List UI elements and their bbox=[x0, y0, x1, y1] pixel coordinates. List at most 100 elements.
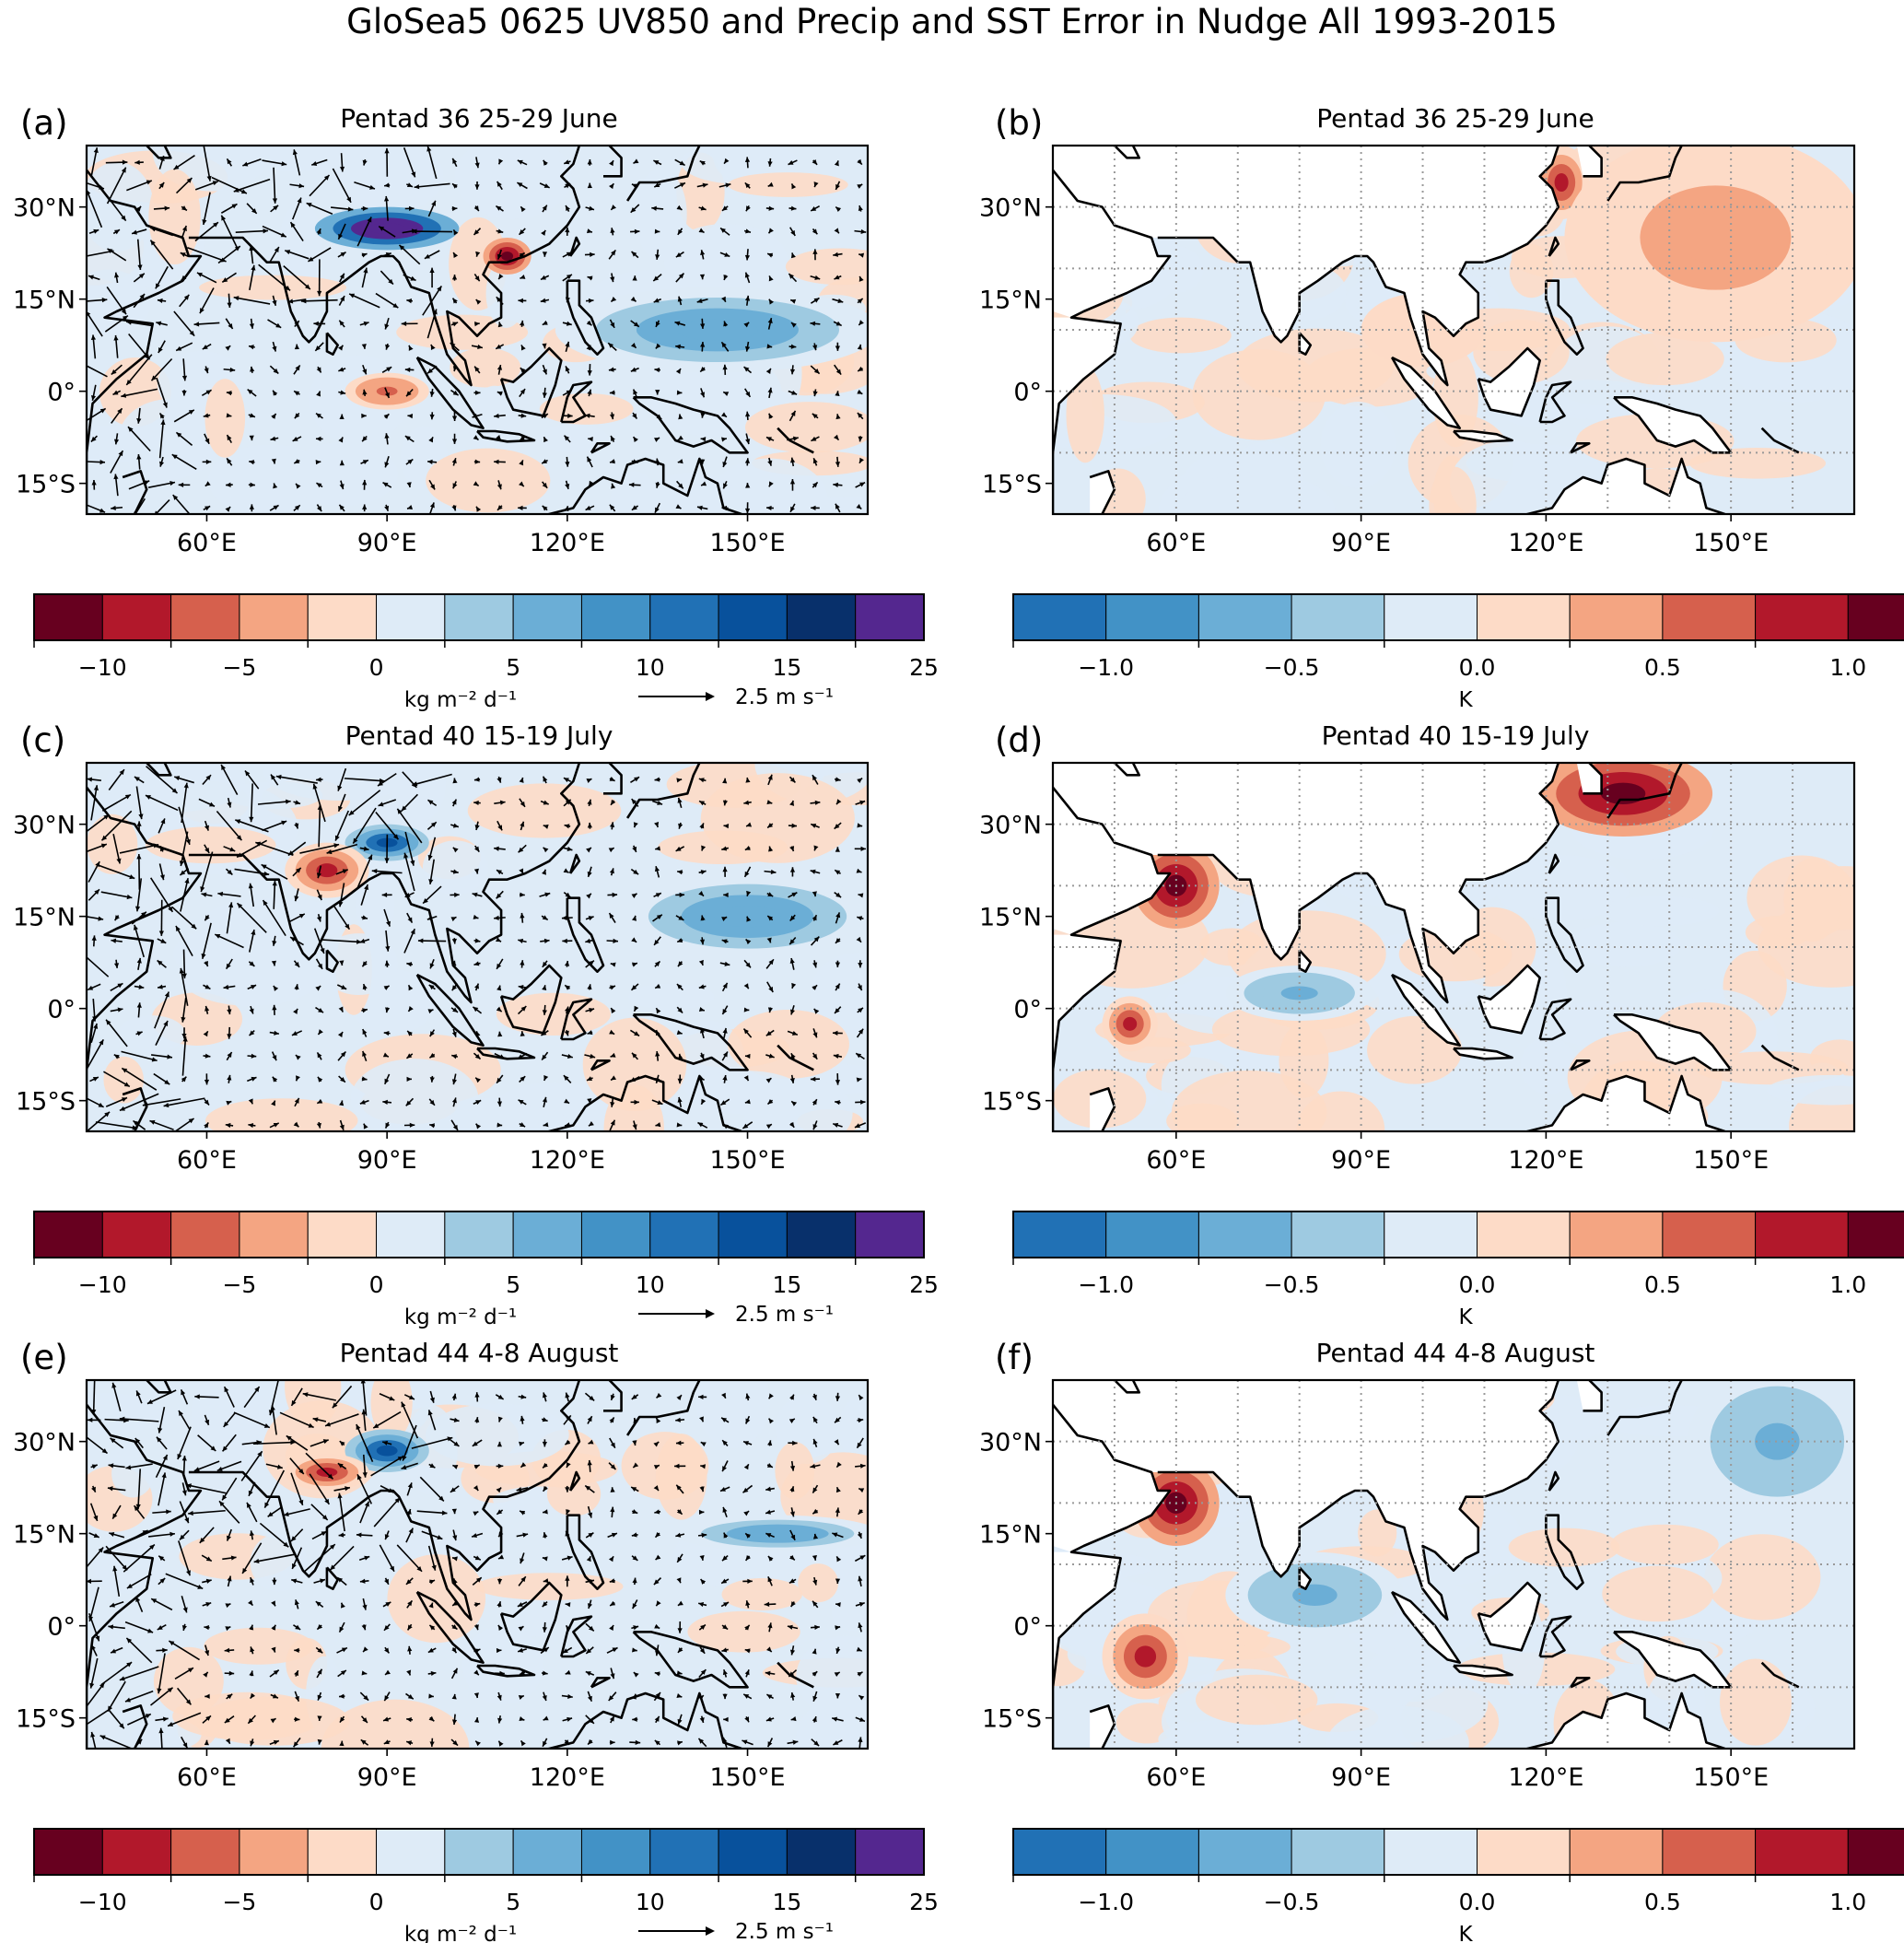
wind-arrowhead bbox=[655, 1650, 660, 1656]
wind-arrowhead bbox=[542, 1054, 547, 1060]
wind-arrowhead bbox=[180, 252, 186, 258]
wind-arrowhead bbox=[317, 1694, 322, 1701]
wind-arrowhead bbox=[388, 1488, 394, 1493]
wind-arrowhead bbox=[159, 874, 165, 881]
wind-arrowhead bbox=[141, 911, 146, 918]
wind-arrowhead bbox=[860, 846, 866, 851]
wind-arrowhead bbox=[111, 1648, 117, 1654]
wind-arrowhead bbox=[565, 341, 570, 347]
wind-arrowhead bbox=[542, 869, 546, 875]
wind-arrowhead bbox=[407, 1030, 413, 1036]
colorbar-bin bbox=[1477, 1828, 1571, 1876]
wind-arrowhead bbox=[110, 1602, 116, 1608]
wind-arrowhead bbox=[249, 413, 255, 418]
wind-arrowhead bbox=[227, 158, 232, 165]
colorbar-bin bbox=[1662, 1828, 1757, 1876]
contour-blob bbox=[287, 441, 398, 507]
wind-vectors bbox=[87, 1380, 866, 1749]
wind-arrowhead bbox=[812, 1099, 817, 1106]
wind-arrowhead bbox=[768, 275, 774, 282]
wind-arrowhead bbox=[609, 1029, 615, 1035]
contour-blob bbox=[87, 813, 138, 874]
wind-arrowhead bbox=[835, 503, 840, 509]
wind-arrowhead bbox=[215, 934, 221, 939]
colorbar-bin bbox=[718, 1828, 788, 1876]
colorbar-bin bbox=[33, 1211, 103, 1258]
contour-blob bbox=[1599, 895, 1720, 927]
wind-arrowhead bbox=[384, 433, 390, 439]
wind-arrowhead bbox=[542, 1392, 547, 1399]
quiver-key-label: 2.5 m s⁻¹ bbox=[735, 685, 834, 709]
wind-arrowhead bbox=[204, 915, 210, 921]
wind-arrowhead bbox=[200, 886, 205, 893]
wind-arrowhead bbox=[630, 343, 637, 348]
wind-arrow bbox=[403, 852, 415, 892]
wind-arrowhead bbox=[164, 991, 169, 998]
wind-arrowhead bbox=[743, 1693, 750, 1699]
wind-arrowhead bbox=[452, 158, 458, 164]
coastline bbox=[1545, 896, 1584, 973]
wind-arrowhead bbox=[767, 1576, 773, 1583]
wind-arrowhead bbox=[99, 408, 106, 414]
x-tick-label: 150°E bbox=[1693, 1763, 1769, 1792]
wind-arrowhead bbox=[267, 1512, 274, 1517]
wind-arrowhead bbox=[857, 412, 863, 418]
wind-arrowhead bbox=[273, 1739, 279, 1745]
wind-arrowhead bbox=[125, 1465, 132, 1470]
coastline bbox=[1453, 1664, 1513, 1678]
contour-blob bbox=[1177, 472, 1336, 514]
wind-arrow bbox=[99, 1735, 134, 1749]
coastline bbox=[545, 1691, 742, 1749]
land-mask bbox=[1454, 1048, 1513, 1059]
wind-arrowhead bbox=[399, 244, 405, 251]
wind-arrowhead bbox=[184, 1517, 190, 1524]
wind-arrowhead bbox=[294, 391, 300, 396]
wind-arrowhead bbox=[678, 1053, 683, 1059]
colorbar-tick-label: 5 bbox=[506, 1889, 520, 1915]
colorbar-tick-label: −1.0 bbox=[1078, 1271, 1134, 1298]
wind-arrowhead bbox=[496, 1694, 502, 1701]
wind-arrowhead bbox=[742, 1487, 749, 1493]
wind-arrowhead bbox=[813, 936, 820, 942]
wind-arrowhead bbox=[474, 1602, 481, 1608]
wind-arrowhead bbox=[813, 181, 819, 188]
wind-arrowhead bbox=[567, 1462, 571, 1469]
wind-arrowhead bbox=[789, 1009, 795, 1015]
wind-arrowhead bbox=[856, 1077, 862, 1083]
wind-arrowhead bbox=[119, 1676, 125, 1681]
wind-arrowhead bbox=[566, 1509, 571, 1516]
wind-arrowhead bbox=[362, 984, 368, 989]
wind-arrowhead bbox=[249, 460, 255, 465]
wind-arrowhead bbox=[451, 985, 458, 991]
wind-arrowhead bbox=[392, 302, 399, 309]
wind-arrowhead bbox=[543, 1509, 548, 1515]
wind-arrowhead bbox=[406, 962, 413, 967]
wind-arrowhead bbox=[129, 874, 135, 880]
contour-blob bbox=[319, 933, 398, 996]
coastline bbox=[632, 396, 749, 454]
wind-arrowhead bbox=[588, 298, 594, 304]
wind-arrowhead bbox=[542, 505, 548, 511]
wind-arrowhead bbox=[162, 1454, 168, 1460]
wind-arrowhead bbox=[151, 375, 158, 381]
wind-arrowhead bbox=[474, 983, 479, 989]
wind-arrowhead bbox=[722, 982, 728, 989]
wind-arrowhead bbox=[585, 505, 591, 510]
wind-arrowhead bbox=[589, 1395, 595, 1401]
wind-arrowhead bbox=[475, 390, 481, 395]
wind-arrowhead bbox=[228, 322, 233, 329]
wind-arrowhead bbox=[747, 1578, 753, 1584]
wind-arrowhead bbox=[451, 1393, 457, 1399]
wind-arrow bbox=[90, 785, 99, 821]
wind-arrowhead bbox=[722, 1051, 728, 1058]
wind-arrowhead bbox=[635, 1739, 641, 1745]
wind-arrowhead bbox=[722, 364, 728, 370]
wind-arrowhead bbox=[397, 808, 403, 814]
wind-arrowhead bbox=[473, 1692, 479, 1699]
colorbar-units: kg m⁻² d⁻¹ bbox=[404, 688, 517, 712]
wind-arrowhead bbox=[133, 1120, 139, 1126]
wind-arrowhead bbox=[518, 298, 523, 303]
wind-arrowhead bbox=[789, 1486, 795, 1492]
colorbar-bin bbox=[444, 1211, 514, 1258]
wind-arrowhead bbox=[339, 460, 345, 466]
